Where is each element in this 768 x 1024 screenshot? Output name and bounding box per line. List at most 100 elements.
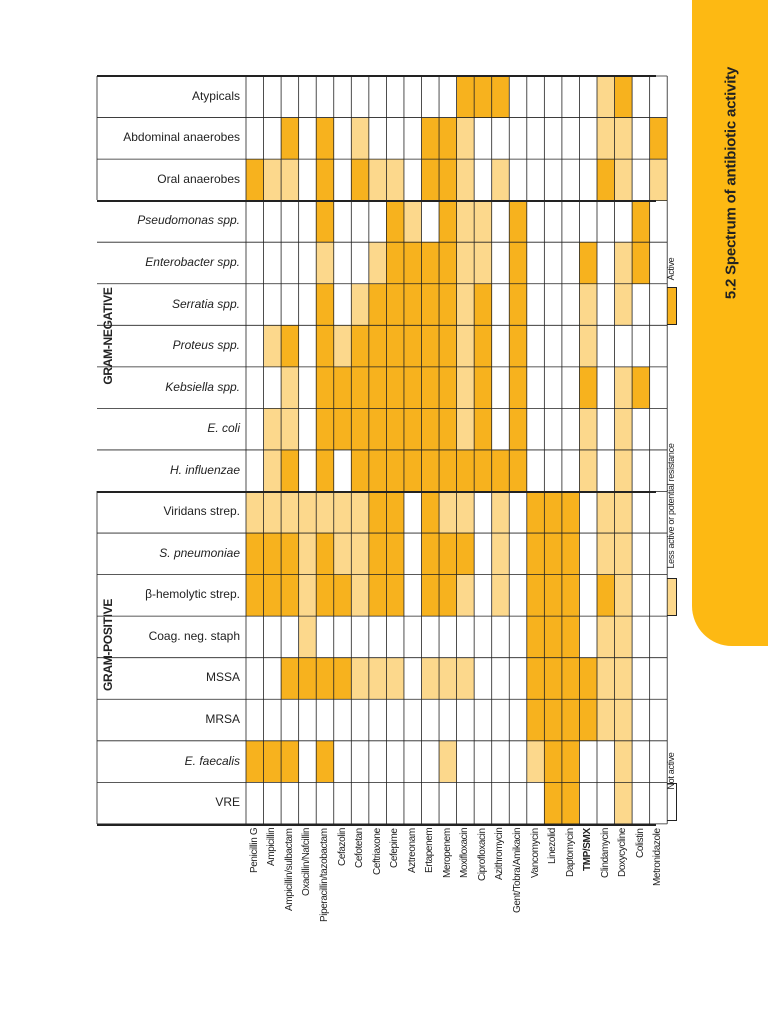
grid-cell	[649, 782, 668, 824]
grid-cell	[474, 574, 492, 617]
grid-cell	[316, 200, 334, 243]
grid-cell	[632, 159, 650, 201]
grid-cell	[281, 699, 299, 741]
grid-cell	[491, 325, 510, 367]
grid-cell	[614, 200, 633, 243]
grid-cell	[246, 616, 264, 658]
grid-cell	[333, 366, 352, 409]
grid-cell	[316, 782, 334, 824]
grid-cell	[421, 616, 440, 658]
grid-cell	[649, 574, 668, 617]
grid-cell	[456, 657, 475, 700]
grid-cell	[298, 242, 317, 284]
grid-cell	[579, 159, 597, 201]
grid-cell	[263, 283, 282, 326]
grid-cell	[579, 491, 597, 534]
grid-cell	[456, 782, 475, 824]
grid-cell	[526, 242, 545, 284]
grid-cell	[579, 366, 597, 409]
grid-cell	[474, 449, 492, 492]
grid-cell	[386, 657, 404, 700]
grid-cell	[351, 491, 369, 534]
grid-cell	[649, 159, 668, 201]
grid-cell	[333, 242, 352, 284]
grid-cell	[614, 242, 633, 284]
grid-cell	[526, 159, 545, 201]
grid-cell	[368, 657, 387, 700]
row-label: Coag. neg. staph	[148, 628, 240, 643]
grid-cell	[368, 699, 387, 741]
grid-cell	[649, 408, 668, 450]
grid-cell	[526, 408, 545, 450]
grid-cell	[246, 325, 264, 367]
grid-cell	[474, 740, 492, 783]
grid-cell	[597, 740, 615, 783]
grid-cell	[597, 782, 615, 824]
grid-cell	[632, 616, 650, 658]
grid-cell	[491, 242, 510, 284]
grid-cell	[544, 616, 562, 658]
grid-cell	[632, 699, 650, 741]
grid-cell	[281, 616, 299, 658]
grid-cell	[544, 408, 562, 450]
separator-gram-positive	[97, 491, 656, 493]
grid-cell	[421, 491, 440, 534]
grid-cell	[474, 325, 492, 367]
grid-cell	[246, 699, 264, 741]
grid-cell	[421, 533, 440, 575]
grid-cell	[368, 200, 387, 243]
grid-cell	[579, 200, 597, 243]
grid-cell	[456, 616, 475, 658]
grid-cell	[561, 449, 580, 492]
grid-cell	[316, 699, 334, 741]
grid-cell	[368, 283, 387, 326]
grid-cell	[614, 782, 633, 824]
grid-cell	[456, 159, 475, 201]
grid-cell	[561, 740, 580, 783]
grid-cell	[246, 159, 264, 201]
grid-cell	[386, 283, 404, 326]
grid-cell	[298, 200, 317, 243]
grid-cell	[263, 159, 282, 201]
grid-cell	[632, 491, 650, 534]
grid-cell	[316, 740, 334, 783]
grid-cell	[649, 242, 668, 284]
grid-cell	[263, 366, 282, 409]
grid-cell	[386, 408, 404, 450]
grid-cell	[526, 366, 545, 409]
grid-cell	[298, 740, 317, 783]
grid-cell	[298, 491, 317, 534]
grid-cell	[421, 657, 440, 700]
grid-cell	[351, 740, 369, 783]
grid-cell	[526, 491, 545, 534]
grid-cell	[474, 117, 492, 160]
grid-cell	[544, 782, 562, 824]
grid-cell	[544, 366, 562, 409]
grid-cell	[403, 283, 422, 326]
grid-cell	[263, 325, 282, 367]
grid-cell	[597, 533, 615, 575]
grid-cell	[333, 533, 352, 575]
chapter-tab	[692, 0, 768, 646]
grid-cell	[614, 699, 633, 741]
grid-cell	[456, 408, 475, 450]
grid-cell	[421, 449, 440, 492]
grid-cell	[632, 740, 650, 783]
grid-cell	[544, 159, 562, 201]
grid-cell	[544, 117, 562, 160]
row-label: Pseudomonas spp.	[137, 213, 240, 228]
grid-cell	[246, 491, 264, 534]
grid-cell	[351, 699, 369, 741]
grid-cell	[561, 574, 580, 617]
grid-cell	[474, 782, 492, 824]
grid-cell	[281, 533, 299, 575]
grid-cell	[386, 740, 404, 783]
grid-cell	[333, 574, 352, 617]
grid-cell	[491, 699, 510, 741]
grid-cell	[456, 491, 475, 534]
grid-cell	[509, 366, 527, 409]
grid-cell	[333, 699, 352, 741]
grid-cell	[597, 616, 615, 658]
grid-cell	[649, 283, 668, 326]
grid-cell	[509, 449, 527, 492]
